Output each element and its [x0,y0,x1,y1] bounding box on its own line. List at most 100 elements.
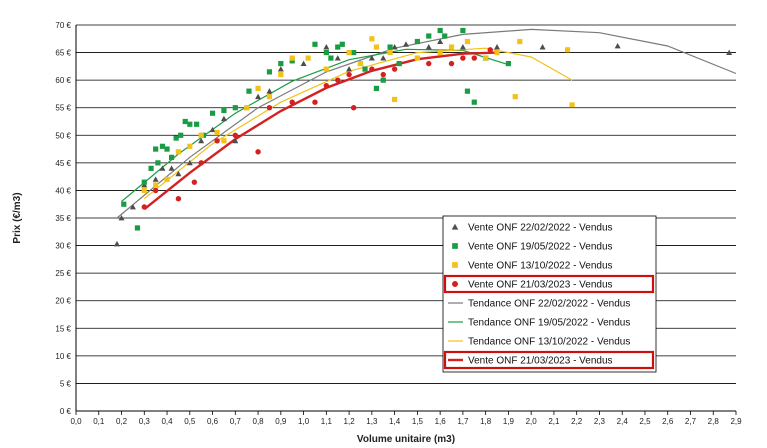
x-tick-label: 2,0 [526,417,538,426]
y-tick-label: 10 € [55,352,71,361]
series-3-point [244,105,250,111]
legend: Vente ONF 22/02/2022 - Vendus Vente ONF 1… [442,215,657,373]
series-1-point [129,203,136,210]
series-2-point [442,33,448,39]
legend-label: Tendance ONF 19/05/2022 - Vendus [468,318,630,329]
series-1-point [323,44,330,50]
series-4-point [266,105,273,111]
x-tick-label: 1,7 [457,417,469,426]
legend-marker [452,262,458,268]
x-tick-label: 0,0 [70,417,82,426]
series-3-point [141,187,147,194]
series-4-point [289,99,295,105]
legend-highlight-box [443,350,655,370]
series-1-point [159,165,166,171]
series-3-point [266,94,273,100]
legend-label: Vente ONF 21/03/2023 - Vendus [468,280,613,291]
x-tick-label: 1,8 [480,417,492,426]
series-1-point [220,115,227,122]
series-2-point [323,49,329,56]
x-tick-label: 1,4 [389,417,401,426]
series-3-point [569,102,575,108]
series-4-point [426,60,432,67]
series-2-point [148,165,154,171]
y-tick-label: 45 € [55,159,71,168]
y-tick-label: 60 € [55,76,71,85]
series-3-point [198,132,204,138]
y-tick-label: 50 € [55,131,71,140]
series-2-point [380,77,386,83]
y-tick-label: 25 € [55,269,71,278]
series-3-point [255,85,261,92]
series-4-point [471,55,477,61]
x-tick-label: 0,8 [253,417,265,426]
series-4-point [380,71,386,78]
legend-label: Vente ONF 19/05/2022 - Vendus [468,242,613,253]
series-2-point [426,33,432,39]
x-tick-label: 0,2 [116,417,128,426]
series-2-point [168,154,175,160]
series-2-point [153,146,159,152]
series-2-point [141,179,147,185]
x-tick-label: 1,5 [412,417,424,426]
series-1-point [186,159,193,166]
series-1-point [152,176,159,182]
series-3-point [564,47,571,53]
series-3-point [437,49,443,56]
series-1-point [459,44,466,50]
x-tick-label: 2,4 [617,417,629,426]
series-3-point [164,176,170,182]
series-2-point [278,61,284,67]
series-3-point [323,66,329,72]
legend-label: Vente ONF 22/02/2022 - Vendus [468,223,613,234]
series-3-point [305,55,311,61]
x-tick-label: 1,1 [321,417,333,426]
series-3-point [512,94,518,100]
series-2-point [460,27,466,34]
series-1-point [368,55,375,61]
series-3-point [483,55,489,61]
trendline-1 [116,28,737,219]
series-4-point [175,196,182,202]
y-tick-label: 5 € [60,379,72,388]
y-tick-label: 30 € [55,242,71,251]
series-1-point [346,66,353,72]
series-4-point [391,66,398,72]
series-3-point [278,72,284,78]
x-tick-label: 1,2 [344,417,356,426]
series-2-point [266,69,273,75]
series-1-point [118,215,125,221]
series-4-point [152,187,159,194]
x-tick-label: 1,3 [366,417,378,426]
series-4-point [232,132,239,138]
series-3-point [494,49,500,56]
series-1-point [425,44,432,50]
series-4-point [312,99,318,105]
series-2-point [335,44,341,50]
legend-label: Vente ONF 21/03/2023 - Vendus [468,356,613,367]
y-tick-label: 20 € [55,297,71,306]
series-1-point [391,44,398,50]
series-3-point [517,38,523,45]
series-3-point [153,182,159,188]
series-2-point [362,66,368,72]
series-3-point [392,96,398,103]
series-2-point [471,99,477,105]
legend-marker [452,281,458,287]
series-3-point [387,49,393,56]
x-tick-label: 0,1 [93,417,105,426]
legend-marker [451,223,459,230]
y-tick-label: 40 € [55,186,71,195]
series-2-point [173,135,179,141]
series-2-point [373,85,380,92]
series-1-point [168,165,175,171]
x-tick-label: 1,6 [435,417,447,426]
series-2-point [289,58,295,64]
series-3-point [289,55,295,61]
series-2-point [178,132,184,138]
series-3-point [187,143,193,149]
series-2-point [187,121,193,127]
series-2-point [351,49,357,56]
legend-label: Vente ONF 13/10/2022 - Vendus [468,261,613,272]
series-4-point [214,138,220,144]
